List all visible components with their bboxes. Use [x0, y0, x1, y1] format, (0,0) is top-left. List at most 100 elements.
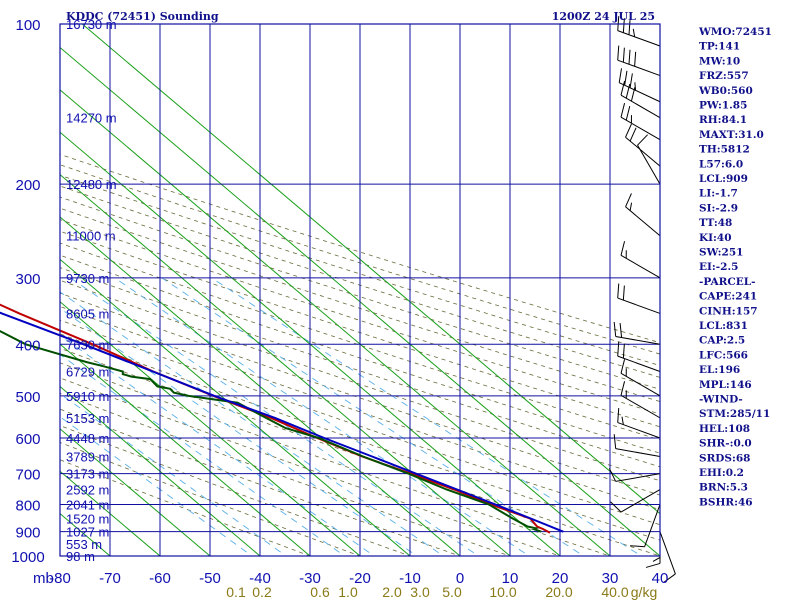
temperature-tick-label: 40 [652, 570, 669, 587]
temperature-tick-label: -20 [349, 570, 371, 587]
dry-adiabat [60, 174, 660, 366]
wind-barb [620, 381, 661, 419]
isotherm [60, 301, 361, 556]
pressure-tick-label: 900 [15, 525, 40, 542]
wind-barb-flag [637, 134, 648, 146]
height-label: 8605 m [66, 306, 109, 321]
wind-barb [617, 16, 661, 47]
wind-barb-flag [620, 241, 626, 256]
dry-adiabat [60, 362, 612, 556]
mixing-ratio-label: 2.0 [382, 584, 402, 600]
stat-line: PW:1.85 [699, 100, 747, 112]
stat-line: -WIND- [699, 394, 743, 406]
dry-adiabat [60, 459, 312, 556]
pressure-tick-label: 400 [15, 337, 40, 354]
wind-barb-flag [617, 408, 620, 423]
wind-barb [608, 468, 661, 482]
temperature-tick-label: -30 [299, 570, 321, 587]
wind-barb [637, 134, 661, 185]
wind-barb-flag [663, 573, 676, 583]
dry-adiabat [60, 408, 462, 556]
wind-barb-flag [619, 322, 623, 338]
stat-line: SI:-2.9 [699, 202, 738, 214]
dry-adiabat [60, 254, 660, 454]
stat-line: FRZ:557 [699, 70, 749, 82]
wind-barb-flag [613, 434, 617, 449]
wind-barb-staff [620, 394, 661, 419]
isotherm [60, 470, 161, 556]
isotherm [60, 46, 660, 556]
temperature-tick-label: 30 [602, 570, 619, 587]
chart-title: KDDC (72451) Sounding [66, 10, 219, 23]
wind-barb-flag [617, 341, 620, 357]
stat-line: TH:5812 [699, 144, 750, 156]
wind-barb [617, 341, 661, 372]
wind-barb-flag [610, 501, 622, 513]
wind-barb-staff [615, 335, 661, 345]
stat-line: CAP:2.5 [699, 335, 745, 347]
isotherm [60, 131, 561, 556]
stat-line: CAPE:241 [699, 291, 757, 303]
mixing-ratio-label: 20.0 [545, 584, 572, 600]
dry-adiabat [60, 185, 660, 378]
mixing-ratio-line [60, 416, 253, 556]
pressure-tick-label: 800 [15, 497, 40, 514]
wind-barbs [608, 16, 676, 583]
temperature-tick-label: -70 [99, 570, 121, 587]
wind-barb-flag [622, 343, 625, 359]
mixing-ratio-label: 0.6 [310, 584, 330, 600]
wind-barb [617, 45, 661, 77]
isotherm [60, 343, 311, 556]
stat-line: L57:6.0 [699, 158, 743, 170]
wind-barb-staff [644, 504, 661, 547]
height-label: 2041 m [66, 497, 109, 512]
mixing-ratio-line [211, 277, 643, 556]
wind-barb-flag [625, 83, 631, 99]
wind-barb-flag [634, 51, 637, 67]
mixing-ratio-label: 0.1 [226, 584, 246, 600]
wind-barb-staff [619, 82, 661, 103]
stat-line: BRN:5.3 [699, 482, 748, 494]
mixing-ratio-line [60, 307, 418, 556]
stat-line: CINH:157 [699, 305, 758, 317]
temperature-tick-label: 20 [552, 570, 569, 587]
dry-adiabat [60, 164, 660, 355]
wind-barb [630, 504, 661, 548]
wind-barb [625, 123, 661, 167]
temperature-tick-label: -50 [199, 570, 221, 587]
stat-line: KI:40 [699, 232, 732, 244]
temperature-tick-label: -80 [49, 570, 71, 587]
wind-barb-flag [629, 202, 633, 211]
wind-barb-staff [615, 448, 661, 457]
mixing-ratio-label: 0.2 [252, 584, 272, 600]
dry-adiabat [60, 219, 660, 415]
mixing-ratio-line [60, 291, 445, 556]
temperature-tick-label: 0 [456, 570, 464, 587]
wind-barb-flag [620, 102, 626, 118]
mixing-ratio-label: 10.0 [489, 584, 516, 600]
wind-barb [613, 434, 661, 457]
stat-line: -PARCEL- [699, 276, 755, 288]
height-label: 5153 m [66, 411, 109, 426]
stat-line: EL:196 [699, 364, 740, 376]
wind-barb [610, 489, 661, 513]
stat-line: EHI:0.2 [699, 467, 744, 479]
height-label: 11000 m [66, 229, 116, 244]
series-line-3 [0, 311, 564, 533]
height-label: 3789 m [66, 449, 109, 464]
stat-line: SW:251 [699, 247, 743, 259]
wind-barb-flag [620, 359, 626, 374]
wind-barb-staff [617, 355, 661, 372]
wind-barb-flag [622, 18, 625, 33]
dry-adiabat [60, 153, 660, 344]
wind-barb-staff [620, 116, 661, 141]
sounding-lines [0, 303, 564, 534]
wind-barb-staff [620, 94, 661, 119]
stat-line: MW:10 [699, 55, 740, 67]
wind-barb-flag [617, 16, 620, 31]
wind-barb-flag [608, 468, 617, 482]
temperature-tick-label: 10 [502, 570, 519, 587]
isotherm [60, 428, 211, 556]
wind-barb-staff [617, 59, 661, 77]
